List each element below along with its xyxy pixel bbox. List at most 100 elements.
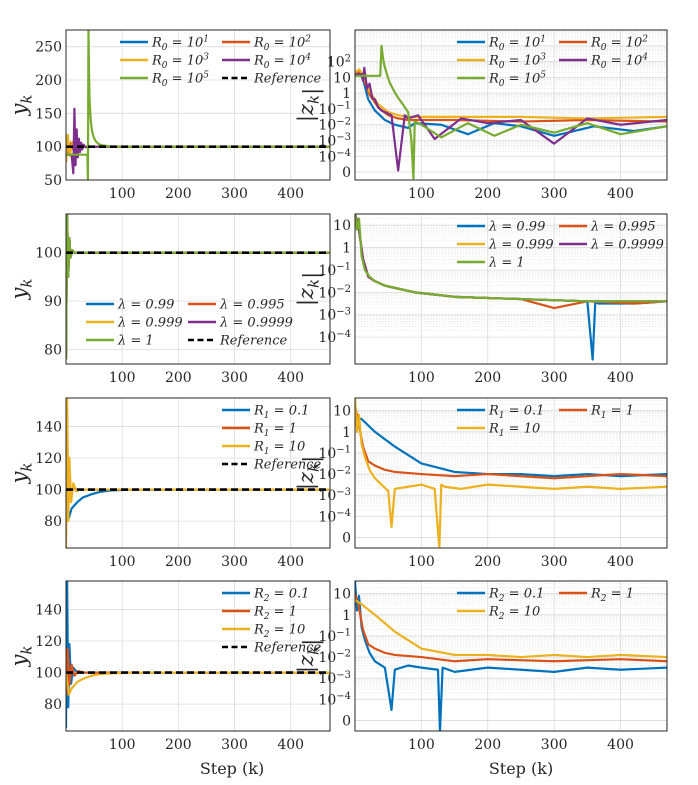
legend-label: R0 = 103 [151, 53, 209, 71]
y-tick-label-part: 0 [342, 165, 351, 181]
legend-label-part: 0 [162, 43, 168, 53]
y-tick-label-part: 10 [318, 118, 336, 134]
legend-label-part: 1 [264, 429, 270, 439]
series-group [355, 214, 667, 361]
y-axis-label-part: z [294, 103, 318, 116]
y-axis-label-part: y [7, 653, 31, 667]
y-tick-label: 140 [35, 602, 62, 618]
abs-bar: | [299, 88, 324, 95]
legend-label-part: = 0.1 [505, 587, 545, 602]
legend-label-part: R [488, 422, 499, 437]
legend-label-part: R [151, 72, 162, 87]
legend-label: λ = 1 [117, 334, 154, 349]
y-tick-label: 10−2 [318, 466, 351, 483]
legend-label: λ = 0.999 [117, 316, 183, 331]
legend-label-part: 0 [162, 61, 168, 71]
y-tick-label: 1 [342, 608, 351, 624]
y-tick-label: 100 [35, 666, 62, 682]
plot-area [66, 398, 330, 548]
legend-label: R1 = 10 [253, 440, 305, 457]
x-tick-label: 100 [408, 554, 435, 570]
series-line-2 [355, 599, 667, 659]
y-tick-label: 140 [35, 419, 62, 435]
chart-panel-p12: 100 200 300 400010−410−310−210−1110102|zk|R… [294, 29, 668, 202]
abs-bar: | [299, 272, 324, 279]
legend-label: R1 = 0.1 [253, 404, 309, 421]
y-tick-label-part: 120 [35, 634, 62, 650]
y-tick-label: 1 [342, 425, 351, 441]
legend-label: λ = 0.9999 [219, 316, 293, 331]
y-axis-label: |zk| [294, 456, 324, 490]
x-tick-label: 100 [109, 554, 136, 570]
y-tick-label-part: −1 [336, 262, 351, 273]
legend-label-part: R [151, 54, 162, 69]
y-tick-label-part: −1 [336, 101, 351, 112]
y-tick-label-part: −2 [336, 116, 351, 127]
y-tick-label: 10−4 [318, 329, 351, 346]
legend-label: R0 = 103 [488, 53, 546, 71]
y-tick-label-part: 1 [342, 608, 351, 624]
y-tick-label: 100 [35, 483, 62, 499]
y-axis-label-part: z [294, 654, 318, 667]
legend-label-part: 0 [162, 79, 168, 89]
legend-label-part: 2 [600, 594, 607, 604]
y-tick-label: 100 [35, 140, 62, 156]
legend-label-part: 0 [499, 43, 505, 53]
x-tick-label: 400 [607, 370, 634, 386]
legend-label-part: R [488, 72, 499, 87]
series-line-4 [355, 44, 667, 180]
y-tick-label: 10−3 [318, 306, 351, 323]
y-axis-label-part: z [294, 287, 318, 300]
legend-label-part: = 1 [607, 404, 634, 419]
legend-label-part: = 0.1 [270, 587, 310, 602]
legend-label-part: 1 [264, 411, 270, 421]
legend-label-part: λ = 1 [117, 334, 154, 349]
plot-area [66, 581, 330, 731]
y-tick-label-part: 140 [35, 602, 62, 618]
y-tick-label-part: 10 [318, 671, 336, 687]
legend-label-part: λ = 0.999 [488, 238, 554, 253]
x-tick-label: 400 [277, 370, 304, 386]
legend-label-part: = 1 [607, 587, 634, 602]
legend-label-part: 1 [499, 429, 505, 439]
legend-label-part: R [253, 587, 264, 602]
series-group [66, 214, 330, 360]
legend-label-part: λ = 0.99 [117, 298, 174, 313]
y-tick-label-part: 80 [44, 697, 62, 713]
legend-label: Reference [253, 72, 322, 87]
y-tick-label-part: 100 [35, 483, 62, 499]
legend-label-part: λ = 0.9999 [590, 238, 664, 253]
legend: R2 = 0.1 R2 = 1R2 = 10 [457, 587, 634, 622]
legend-label: λ = 0.9999 [590, 238, 664, 253]
y-tick-label-part: 10 [327, 55, 345, 71]
y-axis-label-part: k [17, 95, 35, 104]
y-tick-label: 80 [44, 342, 62, 358]
legend-label-part: 2 [263, 594, 270, 604]
y-axis-label-part: y [7, 470, 31, 484]
y-tick-label: 90 [44, 294, 62, 310]
legend-label: R2 = 1 [253, 605, 297, 622]
series-line-2 [355, 398, 667, 548]
series-line-4 [66, 214, 330, 360]
legend: R1 = 0.1 R1 = 1R1 = 10 [457, 404, 634, 439]
x-tick-label: 300 [221, 737, 248, 753]
legend-label-part: 4 [304, 53, 311, 63]
x-tick-label: 300 [541, 370, 568, 386]
plot-frame [65, 397, 331, 549]
y-tick-label-part: 10 [318, 102, 336, 118]
legend-label-part: = 10 [505, 422, 541, 437]
legend-label: R1 = 1 [253, 422, 297, 439]
legend: λ = 0.99 λ = 0.995 λ = 0.999 λ = 0.9999 λ = … [86, 298, 293, 349]
legend-label: R2 = 10 [488, 605, 540, 622]
x-tick-label: 400 [607, 554, 634, 570]
x-tick-label: 100 [408, 370, 435, 386]
legend-label-part: = 10 [505, 605, 541, 620]
y-tick-label-part: 0 [342, 713, 351, 729]
abs-bar: | [294, 483, 319, 490]
y-tick-label-part: 10 [318, 263, 336, 279]
x-tick-label: 200 [165, 737, 192, 753]
series-group [355, 44, 667, 180]
